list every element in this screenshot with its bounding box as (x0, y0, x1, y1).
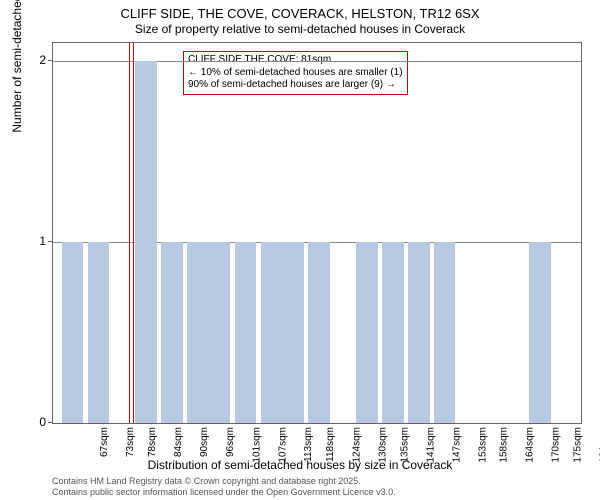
histogram-bar (408, 242, 430, 423)
xtick-label: 130sqm (378, 427, 389, 463)
annotation-line: ← 10% of semi-detached houses are smalle… (188, 67, 403, 80)
xtick-label: 101sqm (252, 427, 263, 463)
histogram-bar (161, 242, 183, 423)
plot-area: CLIFF SIDE THE COVE: 81sqm ← 10% of semi… (52, 42, 582, 424)
chart-subtitle: Size of property relative to semi-detach… (0, 22, 600, 36)
xtick-label: 135sqm (399, 427, 410, 463)
histogram-bar (235, 242, 257, 423)
xtick-label: 153sqm (477, 427, 488, 463)
ytick-mark (48, 422, 52, 423)
x-axis-title: Distribution of semi-detached houses by … (0, 458, 600, 472)
xtick-label: 113sqm (303, 427, 314, 462)
xtick-label: 158sqm (499, 427, 510, 463)
ytick-label: 1 (39, 234, 46, 248)
histogram-bar (356, 242, 378, 423)
chart-title: CLIFF SIDE, THE COVE, COVERACK, HELSTON,… (0, 6, 600, 21)
footer-line: Contains HM Land Registry data © Crown c… (52, 476, 396, 487)
gridline (53, 423, 581, 424)
highlight-line (133, 43, 134, 423)
xtick-label: 90sqm (199, 427, 210, 457)
xtick-label: 67sqm (99, 427, 110, 457)
annotation-line: 90% of semi-detached houses are larger (… (188, 79, 403, 92)
xtick-label: 175sqm (572, 427, 583, 463)
footer-line: Contains public sector information licen… (52, 487, 396, 498)
xtick-label: 141sqm (425, 427, 436, 463)
histogram-bar (282, 242, 304, 423)
histogram-bar (88, 242, 110, 423)
histogram-bar (382, 242, 404, 423)
chart-container: CLIFF SIDE, THE COVE, COVERACK, HELSTON,… (0, 0, 600, 500)
chart-footer: Contains HM Land Registry data © Crown c… (52, 476, 396, 498)
ytick-mark (48, 60, 52, 61)
histogram-bar (261, 242, 283, 423)
histogram-bar (209, 242, 231, 423)
ytick-label: 2 (39, 53, 46, 67)
histogram-bar (62, 242, 84, 423)
ytick-mark (48, 241, 52, 242)
xtick-label: 73sqm (125, 427, 136, 457)
xtick-label: 170sqm (551, 427, 562, 463)
xtick-label: 107sqm (278, 427, 289, 463)
xtick-label: 164sqm (525, 427, 536, 463)
histogram-bar (135, 61, 157, 423)
histogram-bar (308, 242, 330, 423)
xtick-label: 84sqm (173, 427, 184, 457)
histogram-bar (434, 242, 456, 423)
xtick-label: 147sqm (451, 427, 462, 463)
y-axis-title: Number of semi-detached properties (10, 0, 24, 133)
ytick-label: 0 (39, 415, 46, 429)
xtick-label: 124sqm (352, 427, 363, 463)
histogram-bar (529, 242, 551, 423)
xtick-label: 96sqm (225, 427, 236, 457)
highlight-line (129, 43, 130, 423)
annotation-box: CLIFF SIDE THE COVE: 81sqm ← 10% of semi… (183, 51, 408, 95)
histogram-bar (187, 242, 209, 423)
xtick-label: 118sqm (325, 427, 336, 462)
xtick-label: 78sqm (147, 427, 158, 457)
